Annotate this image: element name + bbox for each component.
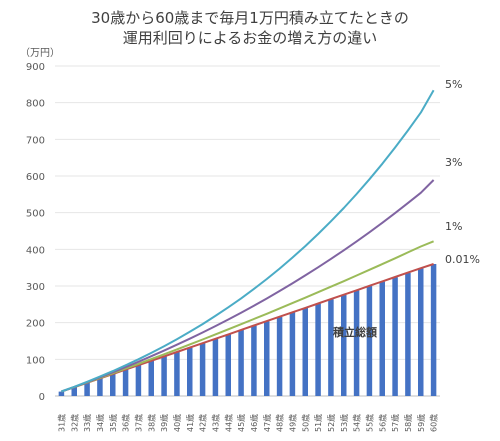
x-tick-label-58歳: 58歳 [403, 414, 413, 432]
bar-39歳 [161, 356, 167, 396]
bar-50歳 [302, 308, 308, 396]
x-tick-label-51歳: 51歳 [313, 414, 323, 432]
x-tick-label-39歳: 39歳 [159, 414, 169, 432]
bar-38歳 [148, 360, 154, 396]
bar-34歳 [97, 378, 103, 396]
series-label-5%: 5% [445, 78, 462, 91]
bar-57歳 [392, 277, 398, 396]
line-series-3% [61, 179, 435, 393]
y-tick-label-100: 100 [26, 355, 45, 366]
y-tick-label-600: 600 [26, 172, 45, 183]
y-axis-label: （万円） [20, 47, 60, 59]
x-tick-label-40歳: 40歳 [172, 414, 182, 432]
chart-title: 30歳から60歳まで毎月1万円積み立てたときの 運用利回りによるお金の増え方の違… [0, 8, 500, 48]
x-tick-label-35歳: 35歳 [108, 414, 118, 432]
bar-52歳 [328, 299, 334, 396]
bar-37歳 [135, 365, 142, 396]
x-tick-label-34歳: 34歳 [95, 414, 105, 432]
x-tick-label-41歳: 41歳 [185, 414, 195, 432]
line-series-5% [61, 89, 435, 393]
bar-40歳 [174, 352, 180, 396]
x-tick-label-54歳: 54歳 [352, 414, 362, 432]
bar-series-積立総額 [58, 264, 437, 396]
x-tick-label-46歳: 46歳 [249, 414, 259, 432]
bar-42歳 [199, 343, 206, 396]
x-tick-label-57歳: 57歳 [390, 414, 400, 432]
x-axis-ticks: 31歳 32歳 33歳 34歳 35歳 36歳 37歳 38歳 39歳 40歳 41歳 42歳 43歳 4… [56, 414, 438, 432]
x-tick-label-42歳: 42歳 [198, 414, 208, 432]
line-series-1% [61, 240, 434, 393]
x-tick-label-45歳: 45歳 [236, 414, 246, 432]
bar-51歳 [315, 303, 321, 396]
series-label-1%: 1% [445, 220, 462, 233]
x-tick-label-44歳: 44歳 [223, 414, 233, 432]
bar-45歳 [238, 330, 244, 396]
x-tick-label-32歳: 32歳 [69, 414, 79, 432]
bar-35歳 [110, 374, 116, 396]
x-tick-label-60歳: 60歳 [429, 414, 439, 432]
y-tick-label-500: 500 [26, 209, 45, 220]
bar-49歳 [289, 312, 296, 396]
series-label-3%: 3% [445, 156, 462, 169]
bar-55歳 [366, 286, 373, 396]
chart-title-line-2: 運用利回りによるお金の増え方の違い [122, 29, 378, 47]
y-tick-label-400: 400 [26, 245, 45, 256]
x-tick-label-38歳: 38歳 [146, 414, 156, 432]
x-tick-label-37歳: 37歳 [133, 414, 143, 432]
gridlines [55, 65, 440, 397]
x-tick-label-56歳: 56歳 [377, 414, 387, 432]
bar-43歳 [212, 338, 219, 396]
x-tick-label-50歳: 50歳 [300, 414, 310, 432]
x-tick-label-49歳: 49歳 [287, 414, 297, 432]
x-tick-label-33歳: 33歳 [82, 414, 92, 432]
bar-59歳 [418, 268, 424, 396]
y-tick-label-200: 200 [26, 319, 45, 330]
x-tick-label-36歳: 36歳 [121, 414, 131, 432]
y-tick-label-0: 0 [39, 392, 45, 403]
series-label-0.01%: 0.01% [445, 253, 480, 266]
bar-44歳 [225, 334, 231, 396]
chart-title-line-1: 30歳から60歳まで毎月1万円積み立てたときの [91, 9, 409, 27]
y-axis-ticks: 0 100 200 300 400 500 600 700 800 900 [26, 62, 45, 403]
bar-48歳 [276, 316, 283, 396]
y-tick-label-700: 700 [26, 135, 45, 146]
bar-31歳 [58, 391, 65, 396]
x-tick-label-59歳: 59歳 [416, 414, 426, 432]
y-tick-label-800: 800 [26, 99, 45, 110]
y-tick-label-900: 900 [26, 62, 45, 73]
bar-41歳 [187, 347, 193, 396]
x-tick-label-53歳: 53歳 [339, 414, 349, 432]
bar-58歳 [405, 272, 411, 396]
x-tick-label-47歳: 47歳 [262, 414, 272, 432]
bar-60歳 [430, 264, 437, 396]
x-tick-label-55歳: 55歳 [364, 414, 374, 432]
line-series [61, 89, 435, 393]
bar-32歳 [71, 387, 77, 396]
bar-46歳 [251, 325, 257, 396]
x-tick-label-48歳: 48歳 [275, 414, 285, 432]
bar-47歳 [264, 321, 270, 396]
bar-36歳 [122, 369, 129, 396]
x-tick-label-52歳: 52歳 [326, 414, 336, 432]
series-labels: 5% 3% 1% 0.01% [445, 78, 480, 266]
bar-56歳 [379, 281, 385, 396]
bar-54歳 [353, 290, 360, 396]
x-tick-label-43歳: 43歳 [210, 414, 220, 432]
y-tick-label-300: 300 [26, 282, 45, 293]
bar-series-label: 積立総額 [332, 325, 377, 339]
bar-53歳 [341, 294, 347, 396]
bar-33歳 [84, 382, 90, 396]
x-tick-label-31歳: 31歳 [56, 414, 66, 432]
